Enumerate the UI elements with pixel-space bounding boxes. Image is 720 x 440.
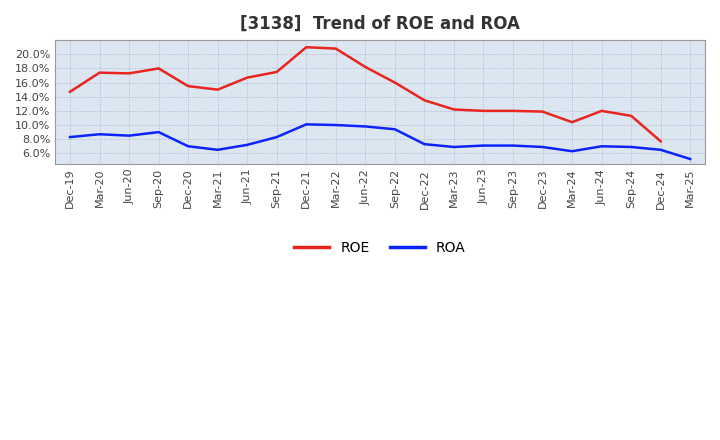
ROE: [243, 75, 251, 80]
Legend: ROE, ROA: ROE, ROA: [289, 235, 472, 260]
ROE: [302, 44, 310, 50]
ROA: [184, 143, 192, 149]
ROE: [568, 120, 577, 125]
ROE: [331, 46, 340, 51]
ROE: [95, 70, 104, 75]
ROA: [627, 144, 636, 150]
ROE: [125, 71, 133, 76]
Title: [3138]  Trend of ROE and ROA: [3138] Trend of ROE and ROA: [240, 15, 520, 33]
ROA: [539, 144, 547, 150]
ROA: [568, 149, 577, 154]
ROE: [213, 87, 222, 92]
ROE: [539, 109, 547, 114]
Line: ROE: ROE: [70, 47, 661, 141]
ROA: [449, 144, 458, 150]
ROA: [66, 135, 74, 140]
ROE: [154, 66, 163, 71]
ROE: [66, 89, 74, 95]
ROA: [686, 156, 695, 161]
ROA: [361, 124, 369, 129]
ROE: [390, 80, 399, 85]
ROA: [272, 135, 281, 140]
ROA: [509, 143, 518, 148]
ROA: [243, 142, 251, 147]
ROE: [480, 108, 488, 114]
ROA: [95, 132, 104, 137]
ROE: [184, 84, 192, 89]
ROA: [213, 147, 222, 152]
ROA: [154, 129, 163, 135]
ROA: [331, 122, 340, 128]
ROE: [598, 108, 606, 114]
Line: ROA: ROA: [70, 125, 690, 159]
ROA: [125, 133, 133, 138]
ROE: [509, 108, 518, 114]
ROE: [420, 98, 428, 103]
ROE: [657, 139, 665, 144]
ROA: [480, 143, 488, 148]
ROA: [420, 142, 428, 147]
ROA: [598, 143, 606, 149]
ROA: [302, 122, 310, 127]
ROE: [272, 70, 281, 75]
ROE: [449, 107, 458, 112]
ROA: [657, 147, 665, 152]
ROE: [361, 64, 369, 70]
ROE: [627, 113, 636, 118]
ROA: [390, 127, 399, 132]
